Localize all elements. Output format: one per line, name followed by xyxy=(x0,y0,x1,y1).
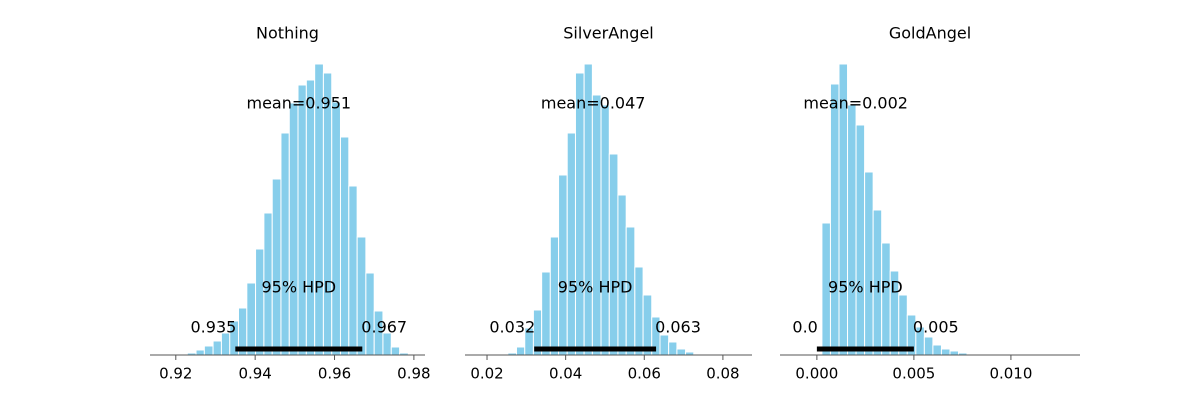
bar xyxy=(864,171,874,356)
mean-label: mean=0.002 xyxy=(803,94,908,113)
bar xyxy=(255,248,265,356)
bar xyxy=(246,282,257,356)
bar xyxy=(634,266,644,356)
bar xyxy=(574,72,585,356)
bar xyxy=(271,178,282,356)
hpd-title: 95% HPD xyxy=(828,278,903,297)
hpd-low-label: 0.935 xyxy=(191,318,237,337)
hpd-title: 95% HPD xyxy=(261,278,336,297)
bar xyxy=(949,350,960,356)
panel-title: GoldAngel xyxy=(889,24,971,43)
bar xyxy=(617,194,627,356)
hpd-high-label: 0.005 xyxy=(913,318,959,337)
bar xyxy=(280,132,290,356)
mean-label: mean=0.951 xyxy=(247,94,352,113)
x-tick-label: 0.005 xyxy=(892,365,935,383)
bar xyxy=(566,132,576,356)
hpd-low-label: 0.0 xyxy=(792,318,817,337)
bar xyxy=(203,345,214,356)
bar xyxy=(932,344,942,356)
bar xyxy=(297,84,307,356)
bar xyxy=(212,340,222,356)
bar xyxy=(390,346,401,356)
bar xyxy=(365,272,375,356)
x-tick-label: 0.08 xyxy=(706,365,739,383)
bar xyxy=(923,336,934,356)
bar xyxy=(847,104,857,356)
x-tick-label: 0.000 xyxy=(795,365,838,383)
bar xyxy=(659,334,670,356)
panel-title: Nothing xyxy=(256,24,319,43)
bar xyxy=(642,294,653,356)
x-tick-label: 0.010 xyxy=(989,365,1032,383)
bar xyxy=(195,349,205,356)
bar xyxy=(305,79,316,356)
x-tick-label: 0.04 xyxy=(549,365,582,383)
bar xyxy=(600,104,610,356)
bar xyxy=(676,348,687,356)
hpd-title: 95% HPD xyxy=(558,278,633,297)
mean-label: mean=0.047 xyxy=(541,94,646,113)
bar xyxy=(591,94,602,356)
bar xyxy=(829,83,840,356)
bar xyxy=(608,153,619,356)
bar xyxy=(558,174,568,356)
bar xyxy=(288,102,299,356)
bar xyxy=(855,124,866,356)
bar xyxy=(541,271,551,356)
bar xyxy=(339,136,350,356)
bar xyxy=(356,236,367,356)
bar xyxy=(668,341,678,356)
x-tick-label: 0.06 xyxy=(628,365,661,383)
bar xyxy=(331,101,341,356)
x-tick-label: 0.02 xyxy=(470,365,503,383)
hpd-high-label: 0.063 xyxy=(655,318,701,337)
hpd-low-label: 0.032 xyxy=(489,318,535,337)
bar xyxy=(348,185,358,356)
bar xyxy=(322,72,333,356)
bar xyxy=(940,348,951,356)
bar xyxy=(881,242,891,356)
hpd-high-label: 0.967 xyxy=(361,318,407,337)
x-tick-label: 0.94 xyxy=(238,365,271,383)
panel-title: SilverAngel xyxy=(563,24,653,43)
x-tick-label: 0.98 xyxy=(397,365,430,383)
x-tick-label: 0.92 xyxy=(159,365,192,383)
bar xyxy=(898,294,908,356)
bar xyxy=(516,346,526,356)
x-tick-label: 0.96 xyxy=(318,365,351,383)
